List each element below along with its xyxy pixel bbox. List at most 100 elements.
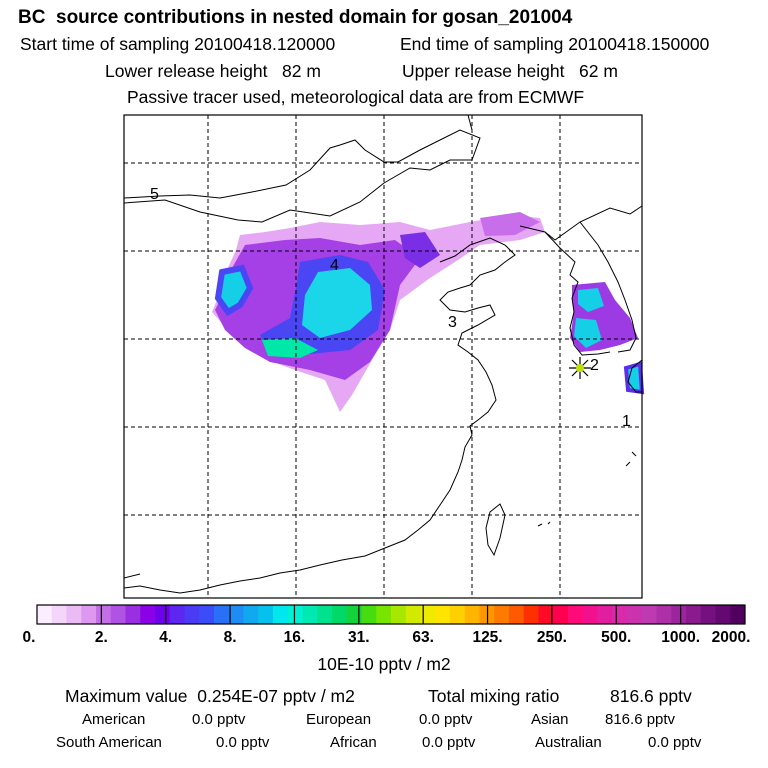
colorbar-swatch: [405, 605, 421, 624]
colorbar-tick-label: 4.: [159, 629, 173, 646]
colorbar-swatch: [612, 605, 628, 624]
colorbar-swatch: [494, 605, 510, 624]
colorbar-swatch: [435, 605, 451, 624]
colorbar-swatch: [715, 605, 731, 624]
colorbar-swatch: [730, 605, 746, 624]
lat-lon-grid: [124, 115, 642, 598]
total-mixing-value: 816.6 pptv: [610, 686, 692, 706]
taiwan-outline: [485, 503, 506, 557]
colorbar-swatch: [140, 605, 156, 624]
asian-label: Asian: [531, 711, 569, 728]
american-value: 0.0 pptv: [192, 711, 246, 728]
colorbar-tick-label: 0.: [22, 629, 36, 646]
colorbar-swatch: [317, 605, 333, 624]
colorbar-swatch: [391, 605, 407, 624]
colorbar-swatch: [273, 605, 289, 624]
colorbar-swatch: [243, 605, 259, 624]
colorbar-swatch: [258, 605, 274, 624]
china-north-border: [467, 114, 473, 131]
colorbar-tick-label: 8.: [223, 629, 237, 646]
african-label: African: [330, 734, 377, 751]
region-label-1: 1: [622, 413, 631, 430]
colorbar-swatch: [376, 605, 392, 624]
map-frame: [123, 114, 643, 599]
colorbar-swatch: [81, 605, 97, 624]
japan-coast: [627, 359, 643, 393]
colorbar-tick-label: 125.: [472, 629, 503, 646]
colorbar-swatch: [332, 605, 348, 624]
tracer-note: Passive tracer used, meteorological data…: [127, 87, 585, 107]
colorbar-tick-label: 250.: [536, 629, 567, 646]
hainan-outline: [123, 573, 141, 579]
colorbar-swatch: [66, 605, 82, 624]
colorbar-swatch: [523, 605, 539, 624]
american-label: American: [82, 711, 146, 728]
south-american-label: South American: [56, 734, 162, 751]
region-label-5: 5: [150, 186, 159, 203]
australian-label: Australian: [535, 734, 602, 751]
colorbar-swatch: [700, 605, 716, 624]
european-label: European: [306, 711, 372, 728]
colorbar-swatch: [110, 605, 126, 624]
colorbar-swatch: [464, 605, 480, 624]
plume-high: [302, 268, 372, 338]
colorbar-tick-label: 500.: [601, 629, 632, 646]
plume-north: [480, 212, 540, 236]
colorbar-swatch: [671, 605, 687, 624]
total-mixing-label: Total mixing ratio: [428, 686, 560, 706]
maximum-value: Maximum value 0.254E-07 pptv / m2: [65, 686, 355, 706]
colorbar-swatch: [37, 605, 53, 624]
european-value: 0.0 pptv: [419, 711, 473, 728]
colorbar-swatch: [450, 605, 466, 624]
region-label-4: 4: [330, 257, 339, 274]
sampling-start: Start time of sampling 20100418.120000: [20, 34, 336, 54]
plume-korea-high-2: [574, 318, 602, 348]
colorbar-swatch: [686, 605, 702, 624]
colorbar-tick-label: 63.: [412, 629, 434, 646]
upper-release-height: Upper release height 62 m: [402, 61, 618, 81]
bohai-coast: [123, 237, 516, 594]
colorbar-swatch: [582, 605, 598, 624]
australian-value: 0.0 pptv: [648, 734, 702, 751]
asian-value: 816.6 pptv: [605, 711, 676, 728]
colorbar-swatch: [361, 605, 377, 624]
colorbar-swatch: [125, 605, 141, 624]
korea-west-coast: [544, 231, 611, 356]
colorbar-swatch: [169, 605, 185, 624]
contribution-field: [212, 212, 645, 412]
colorbar-swatch: [214, 605, 230, 624]
plume-west: [214, 264, 254, 316]
south-american-value: 0.0 pptv: [216, 734, 270, 751]
map-title: BC source contributions in nested domain…: [18, 7, 573, 28]
colorbar-swatch: [420, 605, 436, 624]
colorbar-tick-label: 2000.: [711, 629, 751, 646]
colorbar-swatch: [641, 605, 657, 624]
coastlines: [123, 114, 643, 594]
plume-west-band: [262, 338, 318, 358]
colorbar-tick-label: 2.: [94, 629, 108, 646]
colorbar-swatch: [346, 605, 362, 624]
region-label-3: 3: [448, 314, 457, 331]
lower-release-height: Lower release height 82 m: [105, 61, 321, 81]
plume-korea-high: [578, 288, 604, 312]
colorbar-swatch: [228, 605, 244, 624]
colorbar: [36, 604, 746, 625]
islands: [537, 451, 637, 527]
plume-mid-east: [400, 232, 440, 268]
colorbar-swatch: [184, 605, 200, 624]
colorbar-tick-label: 16.: [283, 629, 306, 646]
region-label-2: 2: [590, 357, 599, 374]
sampling-end: End time of sampling 20100418.150000: [400, 34, 710, 54]
colorbar-swatch: [302, 605, 318, 624]
colorbar-swatch: [199, 605, 215, 624]
colorbar-swatch: [553, 605, 569, 624]
colorbar-swatch: [597, 605, 613, 624]
colorbar-tick-label: 1000.: [661, 629, 701, 646]
korea-east-coast: [579, 221, 637, 353]
colorbar-unit: 10E-10 pptv / m2: [317, 654, 451, 674]
mongolia-border: [123, 129, 481, 223]
colorbar-swatch: [155, 605, 171, 624]
star-marker-icon: [569, 357, 591, 379]
colorbar-swatch: [509, 605, 525, 624]
